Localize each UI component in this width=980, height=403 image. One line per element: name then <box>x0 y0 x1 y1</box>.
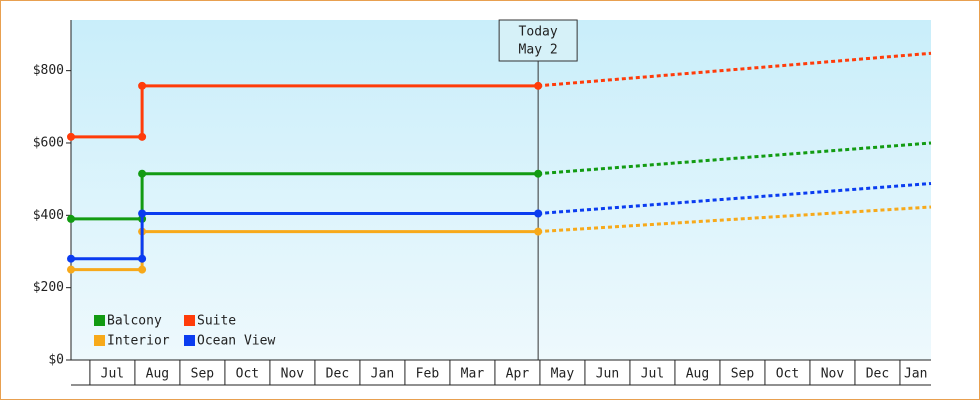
x-tick-label: Oct <box>236 367 259 382</box>
point <box>138 81 147 90</box>
x-tick-label: Nov <box>281 367 305 382</box>
point <box>534 227 543 236</box>
x-tick-label: Jun <box>596 367 619 382</box>
legend-swatch <box>184 335 195 346</box>
projection-line <box>538 181 932 216</box>
legend-label: Interior <box>107 334 170 349</box>
x-tick-label: May <box>551 367 575 382</box>
legend-swatch <box>94 335 105 346</box>
x-tick-label: Dec <box>326 367 349 382</box>
point <box>138 169 147 178</box>
point <box>138 254 147 263</box>
point <box>534 169 543 178</box>
today-box <box>498 19 578 62</box>
x-tick-label: Mar <box>461 367 485 382</box>
today-label: Today <box>519 25 558 40</box>
projection-line <box>538 205 932 234</box>
x-tick-label: Oct <box>776 367 799 382</box>
series-line <box>71 212 539 261</box>
legend-label: Suite <box>197 314 236 329</box>
y-tick-label: $0 <box>48 353 64 368</box>
point <box>534 209 543 218</box>
point <box>138 265 147 274</box>
y-tick-label: $200 <box>33 280 64 295</box>
point <box>67 214 75 223</box>
y-tick-label: $400 <box>33 208 64 223</box>
legend-swatch <box>94 315 105 326</box>
x-tick-label: Sep <box>731 367 755 382</box>
x-tick-label: Jul <box>641 367 664 382</box>
x-tick-label: Apr <box>506 367 530 382</box>
point <box>534 81 543 90</box>
point <box>138 132 147 141</box>
x-tick-label: Jan <box>904 367 927 382</box>
x-tick-label: Nov <box>821 367 845 382</box>
y-tick-label: $800 <box>33 63 64 78</box>
y-tick-label: $600 <box>33 135 64 150</box>
legend-label: Balcony <box>107 314 162 329</box>
x-tick-label: Sep <box>191 367 215 382</box>
legend-label: Ocean View <box>197 334 275 349</box>
x-tick-label: Feb <box>416 367 440 382</box>
x-tick-label: Dec <box>866 367 889 382</box>
plot-background <box>71 20 931 360</box>
x-tick-label: Aug <box>146 367 169 382</box>
series-line <box>71 172 539 221</box>
point <box>138 209 147 218</box>
x-tick-label: Aug <box>686 367 709 382</box>
series-line <box>71 84 539 139</box>
legend-swatch <box>184 315 195 326</box>
projection-line <box>538 141 932 176</box>
point <box>67 132 75 141</box>
x-tick-label: Jan <box>371 367 394 382</box>
projection-line <box>538 51 932 88</box>
point <box>67 265 75 274</box>
today-label: May 2 <box>519 43 558 58</box>
point <box>67 254 75 263</box>
x-tick-label: Jul <box>101 367 124 382</box>
